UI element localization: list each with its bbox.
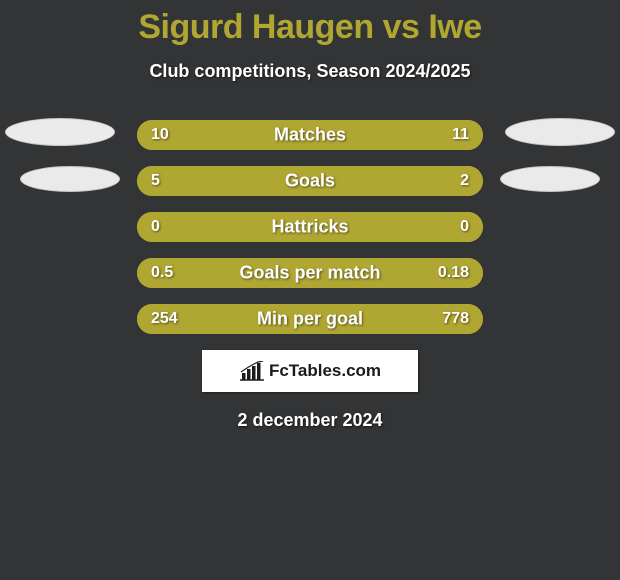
bar-row: 0.50.18Goals per match bbox=[137, 258, 483, 288]
date-label: 2 december 2024 bbox=[0, 410, 620, 431]
avatar-right-2 bbox=[500, 166, 600, 192]
bar-label: Min per goal bbox=[137, 309, 483, 330]
bar-label: Goals bbox=[137, 171, 483, 192]
bar-label: Hattricks bbox=[137, 217, 483, 238]
bar-row: 52Goals bbox=[137, 166, 483, 196]
avatar-left-1 bbox=[5, 118, 115, 146]
title-player2: Iwe bbox=[428, 8, 481, 46]
barchart-icon bbox=[239, 361, 265, 381]
bar-row: 254778Min per goal bbox=[137, 304, 483, 334]
logo-box: FcTables.com bbox=[202, 350, 418, 392]
bar-label: Matches bbox=[137, 125, 483, 146]
title-vs: vs bbox=[383, 8, 420, 46]
title-player1: Sigurd Haugen bbox=[138, 8, 373, 46]
bar-row: 1011Matches bbox=[137, 120, 483, 150]
logo-text: FcTables.com bbox=[269, 361, 381, 381]
chart-area: 1011Matches 52Goals 00Hattricks 0.50.18Goal… bbox=[0, 120, 620, 431]
avatar-right-1 bbox=[505, 118, 615, 146]
bar-row: 00Hattricks bbox=[137, 212, 483, 242]
bar-label: Goals per match bbox=[137, 263, 483, 284]
page-title: Sigurd Haugen vs Iwe bbox=[0, 0, 620, 47]
avatar-left-2 bbox=[20, 166, 120, 192]
bars-container: 1011Matches 52Goals 00Hattricks 0.50.18Goal… bbox=[137, 120, 483, 334]
subtitle: Club competitions, Season 2024/2025 bbox=[0, 61, 620, 82]
